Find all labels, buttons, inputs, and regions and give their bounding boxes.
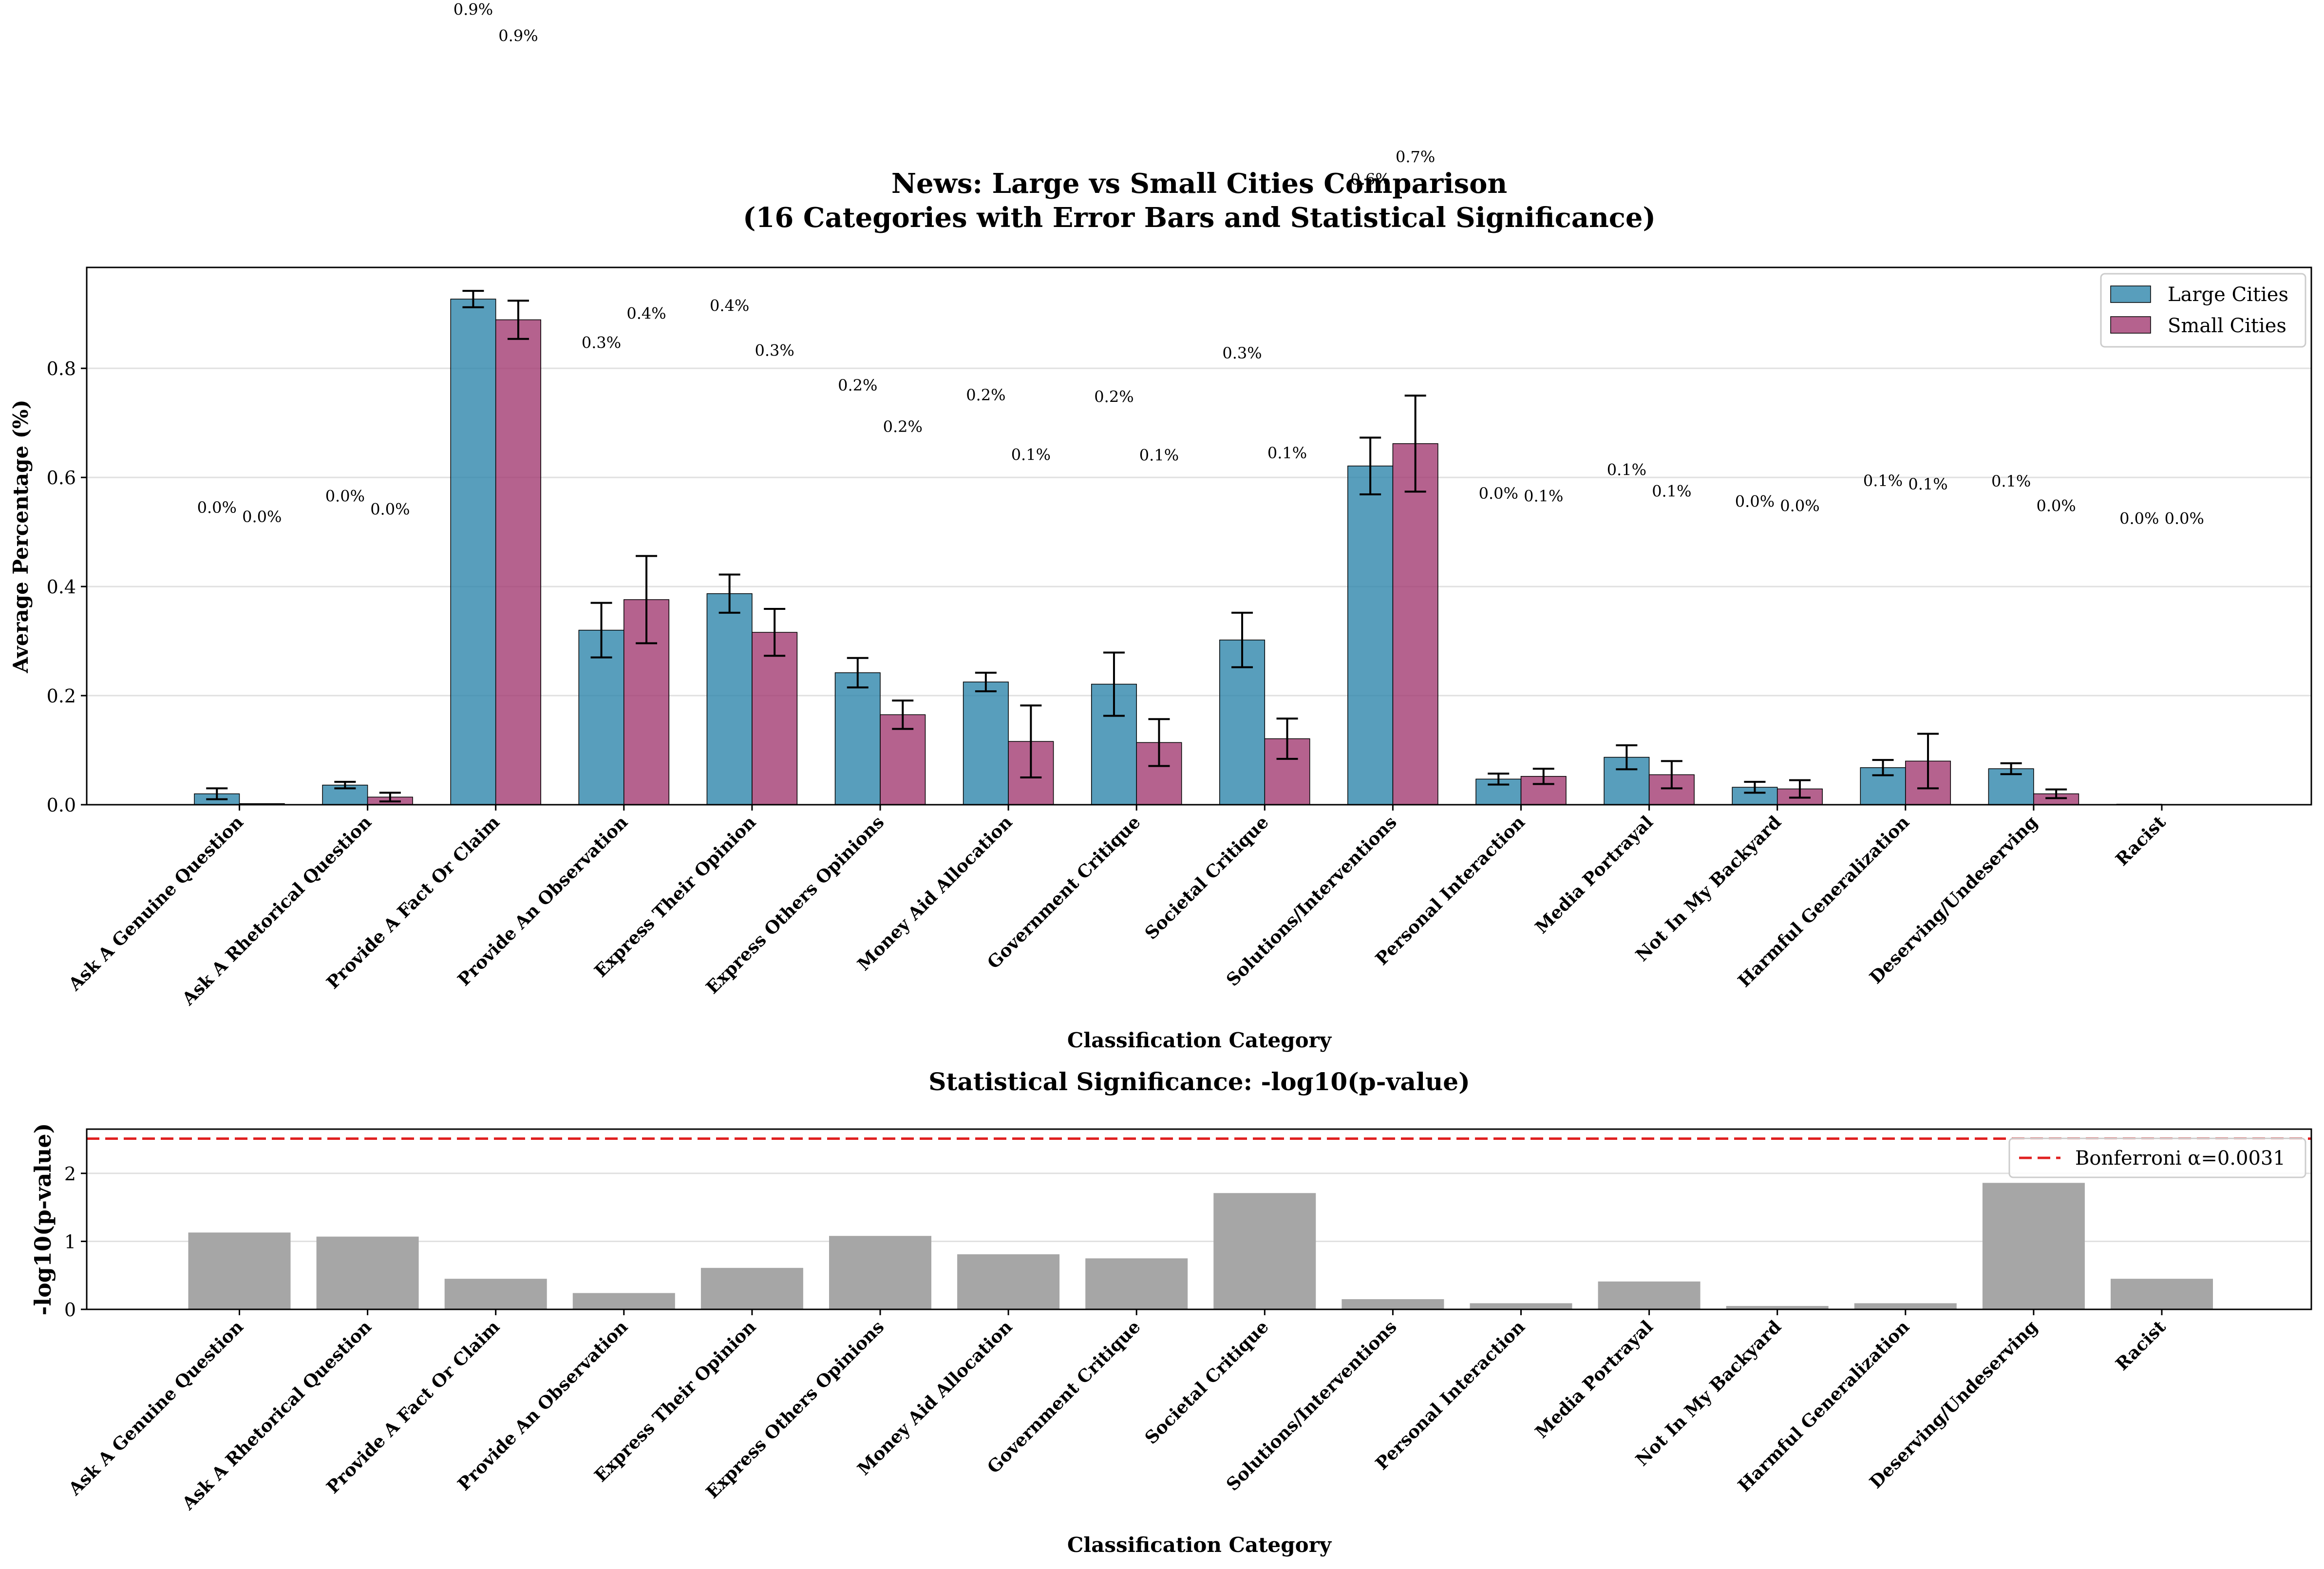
legend-label-large-cities: Large Cities xyxy=(2168,284,2288,306)
data-label-small-cities: 0.0% xyxy=(1780,497,1819,515)
significance-y-tick-label: 1 xyxy=(64,1231,76,1252)
data-label-large-cities: 0.0% xyxy=(325,487,365,505)
significance-bar-express-others-opinions xyxy=(829,1236,931,1309)
data-label-large-cities: 0.3% xyxy=(582,334,621,352)
bar-large-cities-provide-an-observation xyxy=(578,629,624,805)
significance-bar-provide-a-fact-or-claim xyxy=(444,1279,547,1309)
data-label-large-cities: 0.0% xyxy=(1479,484,1518,503)
significance-bar-solutions-interventions xyxy=(1341,1299,1444,1309)
significance-bar-deserving-undeserving xyxy=(1982,1183,2085,1309)
data-label-small-cities: 0.1% xyxy=(1267,444,1307,462)
data-label-small-cities: 0.4% xyxy=(626,304,666,322)
main-legend-box xyxy=(2100,273,2306,348)
data-label-small-cities: 0.0% xyxy=(370,500,410,518)
bar-large-cities-express-others-opinions xyxy=(834,672,881,805)
bar-large-cities-provide-a-fact-or-claim xyxy=(450,299,496,805)
main-plot-frame xyxy=(86,266,2312,806)
bar-large-cities-money-aid-allocation xyxy=(963,681,1009,805)
data-label-large-cities: 0.2% xyxy=(966,386,1005,404)
significance-bar-provide-an-observation xyxy=(572,1293,675,1309)
data-label-large-cities: 0.1% xyxy=(1863,472,1903,490)
significance-y-axis-label: -log10(p-value) xyxy=(30,1123,56,1316)
main-y-ticks: 0.0 0.2 0.4 0.6 0.8 xyxy=(47,358,87,816)
significance-bar-racist xyxy=(2111,1279,2213,1309)
significance-y-tick-label: 2 xyxy=(64,1163,76,1185)
main-y-tick-label: 0.8 xyxy=(47,358,76,379)
significance-bar-not-in-my-backyard xyxy=(1726,1306,1829,1309)
data-label-large-cities: 0.0% xyxy=(2119,509,2159,528)
data-label-small-cities: 0.1% xyxy=(1652,482,1691,500)
significance-gridlines xyxy=(87,1172,2311,1242)
data-label-large-cities: 0.2% xyxy=(1094,388,1134,406)
data-label-small-cities: 0.9% xyxy=(498,26,538,45)
data-label-small-cities: 0.1% xyxy=(1011,445,1051,464)
data-label-large-cities: 0.1% xyxy=(1607,461,1646,479)
significance-bar-media-portrayal xyxy=(1598,1281,1700,1309)
data-label-small-cities: 0.1% xyxy=(1908,475,1947,493)
data-label-large-cities: 0.3% xyxy=(1222,344,1262,362)
main-y-tick-label: 0.0 xyxy=(47,794,76,816)
main-y-tick-label: 0.4 xyxy=(47,576,76,598)
significance-x-axis-label: Classification Category xyxy=(1067,1533,1332,1557)
main-chart-title-line1: News: Large vs Small Cities Comparison xyxy=(891,168,1507,200)
significance-legend-box xyxy=(2008,1137,2306,1178)
significance-bar-personal-interaction xyxy=(1470,1303,1572,1309)
data-label-large-cities: 0.6% xyxy=(1351,170,1390,189)
significance-bar-societal-critique xyxy=(1213,1193,1316,1309)
data-label-small-cities: 0.7% xyxy=(1396,148,1435,166)
significance-bar-ask-a-rhetorical-question xyxy=(316,1236,419,1309)
legend-label-bonferroni: Bonferroni α=0.0031 xyxy=(2075,1147,2286,1170)
data-label-large-cities: 0.0% xyxy=(197,498,237,517)
main-error-bars xyxy=(206,290,2067,803)
bar-small-cities-express-their-opinion xyxy=(752,632,798,805)
significance-bar-express-their-opinion xyxy=(700,1267,803,1309)
main-y-tick-label: 0.6 xyxy=(47,467,76,489)
bar-large-cities-express-their-opinion xyxy=(706,593,753,805)
bar-small-cities-solutions-interventions xyxy=(1392,443,1438,805)
main-legend: Large Cities Small Cities xyxy=(2100,273,2306,348)
bar-large-cities-solutions-interventions xyxy=(1347,465,1394,805)
significance-bars xyxy=(188,1183,2213,1309)
significance-y-ticks: 0 1 2 xyxy=(64,1163,87,1321)
data-label-large-cities: 0.0% xyxy=(1735,492,1775,511)
data-label-small-cities: 0.0% xyxy=(2165,509,2204,528)
data-label-small-cities: 0.1% xyxy=(1139,446,1179,464)
significance-y-tick-label: 0 xyxy=(64,1299,76,1321)
main-y-tick-label: 0.2 xyxy=(47,685,76,707)
legend-label-small-cities: Small Cities xyxy=(2168,315,2286,337)
legend-swatch-large-cities xyxy=(2110,285,2151,303)
legend-swatch-small-cities xyxy=(2110,316,2151,334)
data-label-large-cities: 0.9% xyxy=(453,0,493,19)
data-label-large-cities: 0.2% xyxy=(838,376,877,395)
significance-bar-money-aid-allocation xyxy=(957,1254,1060,1309)
data-label-small-cities: 0.0% xyxy=(242,508,282,526)
significance-legend: Bonferroni α=0.0031 xyxy=(2008,1137,2306,1178)
significance-bar-ask-a-genuine-question xyxy=(188,1232,291,1309)
significance-bar-harmful-generalization xyxy=(1854,1303,1957,1309)
bar-small-cities-provide-a-fact-or-claim xyxy=(495,319,541,805)
data-label-small-cities: 0.1% xyxy=(1524,487,1563,505)
main-data-labels: 0.0% 0.0% 0.9% 0.3% 0.4% 0.2% 0.2% 0.2% 0.3% 0.6%… xyxy=(197,0,2204,528)
significance-bar-government-critique xyxy=(1085,1258,1188,1309)
data-label-small-cities: 0.3% xyxy=(755,341,794,359)
main-x-axis-label: Classification Category xyxy=(1067,1028,1332,1052)
significance-chart-title: Statistical Significance: -log10(p-value… xyxy=(928,1067,1470,1096)
data-label-large-cities: 0.1% xyxy=(1991,472,2031,491)
data-label-large-cities: 0.4% xyxy=(710,297,749,315)
main-y-axis-label: Average Percentage (%) xyxy=(9,399,33,673)
significance-plot-frame xyxy=(86,1128,2312,1310)
main-chart-title-line2: (16 Categories with Error Bars and Stati… xyxy=(743,202,1656,234)
data-label-small-cities: 0.2% xyxy=(883,417,923,436)
data-label-small-cities: 0.0% xyxy=(2037,497,2076,515)
